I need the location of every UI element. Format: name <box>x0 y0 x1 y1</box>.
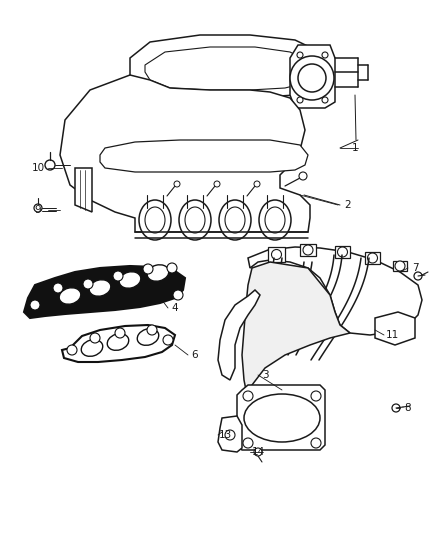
Text: 6: 6 <box>192 350 198 360</box>
Text: 14: 14 <box>251 447 265 457</box>
Ellipse shape <box>139 200 171 240</box>
Text: 11: 11 <box>385 330 399 340</box>
Polygon shape <box>290 45 335 108</box>
Circle shape <box>243 391 253 401</box>
Polygon shape <box>375 312 415 345</box>
Circle shape <box>45 160 55 170</box>
Circle shape <box>115 328 125 338</box>
Circle shape <box>414 272 422 280</box>
Circle shape <box>113 271 123 281</box>
Polygon shape <box>242 262 350 400</box>
Text: 1: 1 <box>352 143 358 153</box>
Text: 10: 10 <box>32 163 45 173</box>
Polygon shape <box>218 416 242 452</box>
Circle shape <box>34 204 42 212</box>
Circle shape <box>173 290 183 300</box>
Circle shape <box>338 247 347 257</box>
Circle shape <box>311 438 321 448</box>
Ellipse shape <box>59 288 81 304</box>
Circle shape <box>298 64 326 92</box>
Ellipse shape <box>119 272 141 288</box>
Polygon shape <box>393 261 407 271</box>
Polygon shape <box>300 244 316 256</box>
Circle shape <box>174 181 180 187</box>
Circle shape <box>367 253 378 263</box>
Text: 4: 4 <box>172 303 178 313</box>
Circle shape <box>147 325 157 335</box>
Polygon shape <box>268 247 285 262</box>
Circle shape <box>254 448 262 456</box>
Ellipse shape <box>137 329 159 345</box>
Ellipse shape <box>179 200 211 240</box>
Circle shape <box>303 245 313 255</box>
Polygon shape <box>145 47 313 90</box>
Circle shape <box>30 300 40 310</box>
Circle shape <box>272 249 282 260</box>
Polygon shape <box>365 252 380 264</box>
Polygon shape <box>335 246 350 258</box>
Polygon shape <box>75 168 92 212</box>
Circle shape <box>163 335 173 345</box>
Ellipse shape <box>244 394 320 442</box>
Circle shape <box>311 391 321 401</box>
Circle shape <box>297 52 303 58</box>
Polygon shape <box>62 325 175 362</box>
Circle shape <box>254 181 260 187</box>
Circle shape <box>167 263 177 273</box>
Ellipse shape <box>145 207 165 233</box>
Ellipse shape <box>219 200 251 240</box>
Circle shape <box>67 345 77 355</box>
Polygon shape <box>237 385 325 450</box>
Ellipse shape <box>89 280 111 296</box>
Ellipse shape <box>265 207 285 233</box>
Polygon shape <box>100 140 308 172</box>
Circle shape <box>290 56 334 100</box>
Circle shape <box>299 172 307 180</box>
Ellipse shape <box>185 207 205 233</box>
Circle shape <box>214 181 220 187</box>
Circle shape <box>243 438 253 448</box>
Text: 13: 13 <box>219 430 232 440</box>
Circle shape <box>392 404 400 412</box>
Ellipse shape <box>225 207 245 233</box>
Circle shape <box>225 430 235 440</box>
Circle shape <box>143 264 153 274</box>
Circle shape <box>83 279 93 289</box>
Ellipse shape <box>147 265 169 281</box>
Circle shape <box>322 52 328 58</box>
Text: 8: 8 <box>405 403 411 413</box>
Polygon shape <box>218 290 260 380</box>
Circle shape <box>53 283 63 293</box>
Circle shape <box>90 333 100 343</box>
Ellipse shape <box>107 334 129 350</box>
Polygon shape <box>24 266 185 318</box>
Polygon shape <box>60 75 310 232</box>
Circle shape <box>297 97 303 103</box>
Text: 9: 9 <box>35 205 41 215</box>
Polygon shape <box>130 35 325 98</box>
Text: 7: 7 <box>412 263 418 273</box>
Text: 3: 3 <box>261 370 268 380</box>
Ellipse shape <box>259 200 291 240</box>
Circle shape <box>395 261 405 271</box>
Text: 2: 2 <box>345 200 351 210</box>
Polygon shape <box>248 247 422 335</box>
Ellipse shape <box>81 340 103 357</box>
Circle shape <box>322 97 328 103</box>
